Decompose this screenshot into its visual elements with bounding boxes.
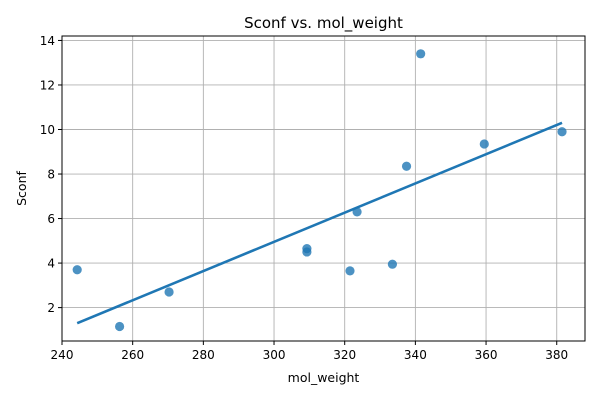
grid-layer xyxy=(61,36,585,341)
data-point xyxy=(164,287,174,297)
data-point xyxy=(345,266,355,276)
x-axis-label: mol_weight xyxy=(288,370,360,385)
data-point xyxy=(115,321,125,332)
points-layer xyxy=(72,49,567,332)
trendline-layer xyxy=(76,121,563,325)
data-point xyxy=(72,265,82,275)
data-point xyxy=(387,259,398,269)
y-tick-label: 14 xyxy=(40,34,55,48)
x-tick-label: 340 xyxy=(404,348,427,362)
y-tick-label: 10 xyxy=(40,123,55,137)
x-tick-label: 380 xyxy=(545,348,568,362)
y-tick-label: 12 xyxy=(40,78,55,92)
chart-title: Sconf vs. mol_weight xyxy=(244,14,403,33)
trendline xyxy=(76,121,563,325)
y-tick-label: 2 xyxy=(47,301,55,315)
x-tick-label: 280 xyxy=(192,348,215,362)
data-point xyxy=(479,139,489,149)
y-tick-label: 8 xyxy=(47,168,55,182)
y-axis-label: Sconf xyxy=(14,171,29,206)
x-tick-label: 360 xyxy=(475,348,498,362)
y-tick-label: 6 xyxy=(47,212,55,226)
x-tick-label: 300 xyxy=(263,348,286,362)
data-point xyxy=(302,247,312,257)
plot-frame xyxy=(61,35,586,342)
y-tick-label: 4 xyxy=(47,257,55,271)
data-point xyxy=(401,161,412,171)
x-tick-label: 320 xyxy=(333,348,356,362)
x-tick-label: 260 xyxy=(121,348,144,362)
data-point xyxy=(557,127,567,137)
x-tick-label: 240 xyxy=(51,348,74,362)
ticks-layer: 240 260 280 300 320 340 360 380 2 4 6 8 10 12 14 xyxy=(40,34,568,362)
data-point xyxy=(352,207,362,217)
data-point xyxy=(416,49,426,59)
